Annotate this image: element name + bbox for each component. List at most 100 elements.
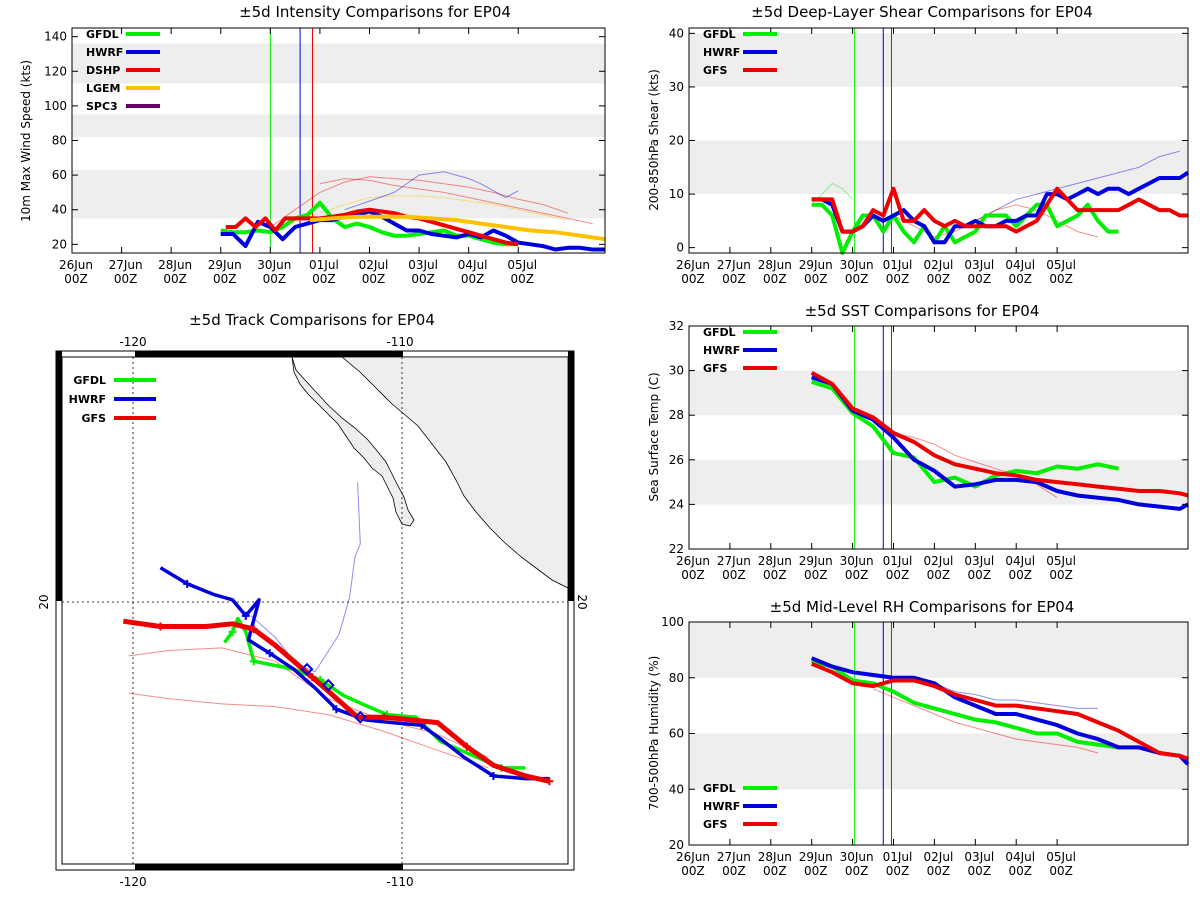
rh-panel: ±5d Mid-Level RH Comparisons for EP04 70… [647,598,1190,878]
y-tick-label: 24 [669,497,684,511]
legend-label-gfdl: GFDL [703,326,736,339]
legend-label-gfdl: GFDL [86,28,119,41]
legend-label-hwrf: HWRF [703,46,740,59]
y-tick-label: 60 [669,727,684,741]
x-tick-label-hour: 00Z [1049,272,1073,286]
series-line-gfs [810,371,1189,498]
series-line-hwrf [811,375,1189,511]
x-tick-label-hour: 00Z [461,272,485,286]
shear-panel: ±5d Deep-Layer Shear Comparisons for EP0… [647,3,1190,286]
map-area [62,357,568,864]
track-point-gfs [380,713,389,722]
lon-tick-top-110: -110 [386,335,413,349]
y-axis-label: 10m Max Wind Speed (kts) [19,60,33,222]
x-tick-label-day: 27Jun [109,258,143,272]
x-tick-label-day: 01Jul [883,850,913,864]
lat-tick-right-20: 20 [575,594,589,609]
x-tick-label-day: 03Jul [964,850,994,864]
track-point-gfdl [249,657,258,666]
x-tick-label-day: 26Jun [676,258,710,272]
x-tick-label-hour: 00Z [362,272,386,286]
x-tick-label-day: 04Jul [1005,554,1035,568]
x-tick-label-hour: 00Z [114,272,138,286]
y-tick-label: 32 [669,319,684,333]
x-tick-label-day: 01Jul [883,554,913,568]
chart-title: ±5d Deep-Layer Shear Comparisons for EP0… [751,3,1093,21]
x-tick-label-day: 02Jul [924,850,954,864]
y-tick-label: 100 [44,99,67,113]
x-tick-label-hour: 00Z [968,864,992,878]
track-point-hwrf [332,705,341,714]
track-point-hwrf [183,579,192,588]
series-line-lgem [309,214,606,242]
x-tick-label-hour: 00Z [1049,864,1073,878]
y-tick-label: 40 [669,782,684,796]
y-tick-label: 30 [669,80,684,94]
x-tick-label-day: 04Jul [458,258,488,272]
x-tick-label-hour: 00Z [763,272,787,286]
legend-label-gfdl: GFDL [73,374,106,387]
map-border-bottom [135,864,403,870]
map-outer-border [55,350,575,871]
x-tick-label-day: 28Jun [758,258,792,272]
y-axis-label: 200-850hPa Shear (kts) [647,69,661,211]
x-tick-label-hour: 00Z [1008,568,1032,582]
chart-title: ±5d Mid-Level RH Comparisons for EP04 [770,598,1075,616]
x-tick-label-day: 27Jun [717,850,751,864]
series-line-dshp-faint [270,176,568,228]
x-tick-label-day: 02Jul [924,554,954,568]
x-tick-label-hour: 00Z [411,272,435,286]
chart-title: ±5d Track Comparisons for EP04 [189,311,435,329]
lat-tick-left-20: 20 [37,594,51,609]
x-tick-label-day: 04Jul [1005,258,1035,272]
x-tick-label-hour: 00Z [312,272,336,286]
x-tick-label-day: 03Jul [964,554,994,568]
series-line-hwrf [810,656,1190,766]
y-tick-label: 140 [44,30,67,44]
sst-panel: ±5d SST Comparisons for EP04 Sea Surface… [647,302,1189,582]
x-tick-label-hour: 00Z [845,272,869,286]
y-tick-label: 40 [52,203,67,217]
shaded-band [689,622,1188,678]
x-tick-label-day: 27Jun [717,258,751,272]
x-tick-label-hour: 00Z [64,272,88,286]
series-line-gfdl [811,202,1119,255]
x-tick-label-hour: 00Z [886,864,910,878]
x-tick-label-day: 03Jul [964,258,994,272]
legend-label-gfdl: GFDL [703,28,736,41]
y-tick-label: 80 [669,671,684,685]
x-tick-label-day: 28Jun [758,850,792,864]
legend-label-hwrf: HWRF [86,46,123,59]
y-tick-label: 30 [669,364,684,378]
y-tick-label: 40 [669,26,684,40]
y-tick-label: 10 [669,187,684,201]
x-tick-label-hour: 00Z [681,272,705,286]
x-tick-label-day: 05Jul [1046,850,1076,864]
baja-peninsula-land [291,357,415,527]
legend-label-gfs: GFS [703,64,728,77]
track-line-hwrf-faint [250,482,361,673]
x-tick-label-day: 29Jun [799,554,833,568]
track-lines [122,482,554,786]
x-tick-label-hour: 00Z [968,568,992,582]
x-tick-label-day: 30Jun [840,258,874,272]
y-tick-label: 60 [52,168,67,182]
y-tick-label: 120 [44,64,67,78]
x-tick-label-hour: 00Z [927,568,951,582]
track-point-hwrf [489,771,498,780]
x-tick-label-hour: 00Z [722,864,746,878]
x-tick-label-day: 01Jul [883,258,913,272]
mainland-mexico-land [341,357,568,589]
x-tick-label-day: 05Jul [507,258,537,272]
series-line-gfs-faint [872,688,1099,754]
x-tick-label-day: 26Jun [676,554,710,568]
x-tick-label-hour: 00Z [804,864,828,878]
lon-tick-bottom-120: -120 [119,875,146,889]
x-tick-label-hour: 00Z [1008,864,1032,878]
x-tick-label-day: 05Jul [1046,554,1076,568]
y-tick-label: 20 [669,838,684,852]
map-border-right-top [568,351,574,601]
track-point-hwrf [241,611,250,620]
track-line-gfs [122,618,550,784]
